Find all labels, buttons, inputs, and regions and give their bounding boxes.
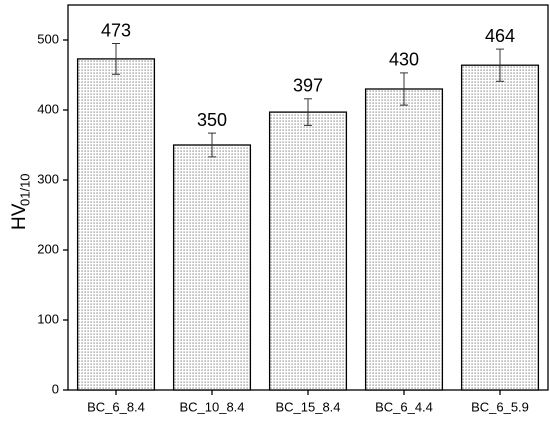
y-label-main: HV (9, 203, 30, 230)
y-tick-label: 0 (52, 381, 59, 396)
bar (76, 58, 156, 391)
x-tick-label: BC_15_8.4 (275, 399, 340, 414)
y-tick-label: 300 (37, 171, 59, 186)
y-tick-label: 500 (37, 31, 59, 46)
bar (460, 64, 540, 391)
x-tick-label: BC_6_5.9 (471, 399, 529, 414)
error-bar (400, 72, 408, 106)
value-label: 430 (389, 50, 419, 70)
y-tick-label: 200 (37, 241, 59, 256)
bar (364, 88, 444, 391)
value-label: 464 (485, 26, 515, 46)
error-bar (112, 43, 120, 75)
x-tick-label: BC_6_8.4 (87, 399, 145, 414)
bar (172, 144, 252, 391)
y-label-sub: 01/10 (17, 173, 32, 206)
y-tick-label: 100 (37, 311, 59, 326)
value-label: 350 (197, 110, 227, 130)
bar (268, 111, 348, 391)
error-bar (304, 98, 312, 126)
y-axis-label: HV 01/10 (9, 173, 32, 230)
value-label: 473 (101, 20, 131, 40)
y-tick-label: 400 (37, 101, 59, 116)
x-tick-label: BC_6_4.4 (375, 399, 433, 414)
x-tick-label: BC_10_8.4 (179, 399, 244, 414)
error-bar (496, 48, 504, 82)
value-label: 397 (293, 76, 323, 96)
error-bar (208, 132, 216, 158)
